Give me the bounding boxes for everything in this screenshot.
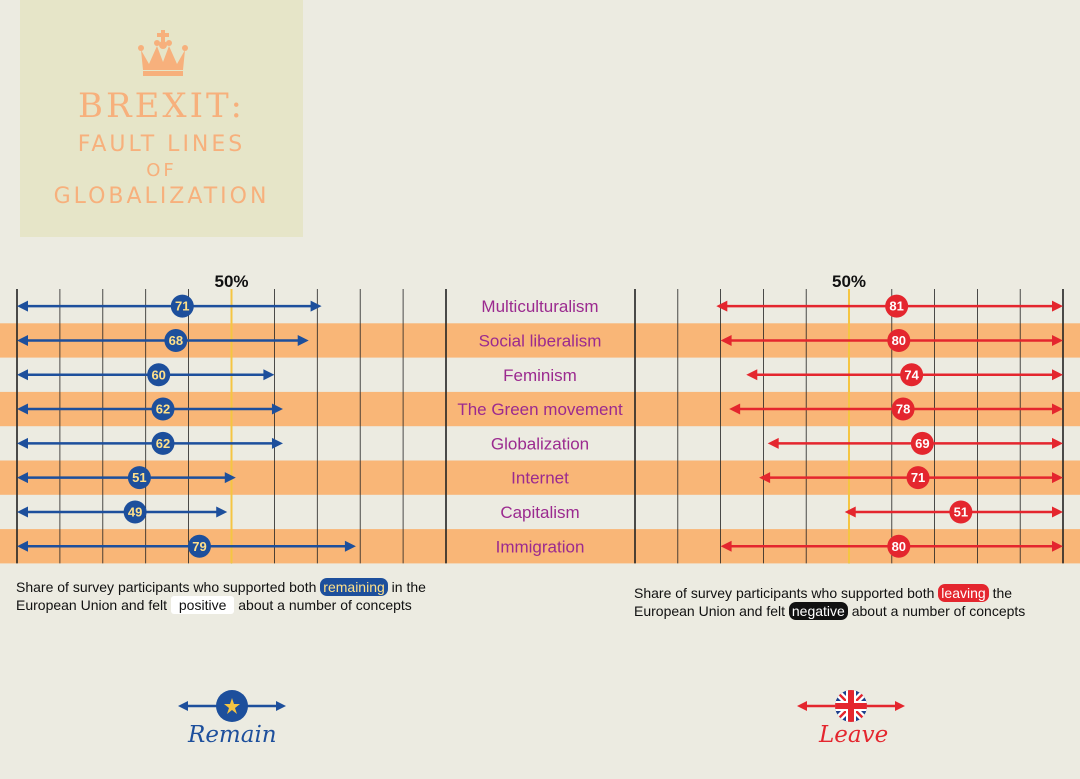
category-label: Immigration — [496, 537, 585, 556]
remain-value-label: 49 — [128, 504, 142, 519]
remain-value-label: 79 — [192, 539, 206, 554]
remain-arrow-end — [344, 540, 356, 552]
category-label: Capitalism — [500, 503, 579, 522]
remain-arrow-start — [17, 334, 28, 346]
caption-positive-tag: positive — [170, 596, 235, 614]
leave-value-badge — [900, 363, 924, 387]
title-line-4: GLOBALIZATION — [53, 184, 270, 209]
category-label: Internet — [511, 469, 569, 488]
category-label: Globalization — [491, 434, 589, 453]
leave-arrow-start — [759, 472, 771, 484]
leave-arrow-start — [767, 437, 779, 449]
caption-remain-tag: remaining — [320, 578, 388, 596]
remain-arrow-start — [17, 506, 28, 518]
leave-value-label: 71 — [911, 470, 925, 485]
union-jack-icon — [835, 690, 867, 722]
remain-arrow-end — [310, 300, 322, 312]
leave-value-label: 81 — [889, 299, 903, 314]
reference-label-leave: 50% — [832, 272, 866, 291]
remain-arrow-end — [271, 403, 283, 415]
leave-arrow-start — [746, 369, 758, 381]
remain-arrow-start — [17, 472, 28, 484]
leave-arrow-start — [720, 334, 732, 346]
caption-leave-tag: leaving — [938, 584, 989, 602]
leave-arrow-end — [1052, 506, 1063, 518]
caption-leave-mid: the European Union and felt — [634, 585, 1013, 619]
caption-remain: Share of survey participants who support… — [16, 578, 456, 614]
legend-remain-icon — [178, 690, 286, 722]
leave-value-badge — [891, 397, 915, 421]
leave-arrow-start — [729, 403, 741, 415]
title-box: BREXIT: FAULT LINES OF GLOBALIZATION — [20, 0, 303, 237]
leave-value-badge — [887, 328, 911, 352]
remain-value-badge — [151, 397, 175, 421]
remain-value-label: 68 — [169, 333, 183, 348]
leave-value-badge — [910, 431, 934, 455]
remain-value-badge — [164, 328, 188, 352]
remain-arrow-start — [17, 369, 28, 381]
remain-value-label: 51 — [132, 470, 146, 485]
category-label: Feminism — [503, 366, 577, 385]
remain-value-label: 71 — [175, 299, 189, 314]
remain-arrow-start — [17, 403, 28, 415]
remain-value-badge — [170, 294, 194, 318]
remain-value-badge — [127, 466, 151, 490]
leave-arrow-start — [720, 540, 732, 552]
legend-remain-label: Remain — [188, 722, 277, 748]
caption-remain-mid: in the European Union and felt — [16, 579, 426, 613]
leave-arrow-end — [1052, 472, 1063, 484]
caption-negative-tag: negative — [788, 602, 848, 620]
caption-remain-pre: Share of survey participants who support… — [16, 579, 317, 595]
caption-remain-post: about a number of concepts — [238, 597, 412, 613]
leave-value-label: 51 — [954, 504, 968, 519]
leave-value-badge — [949, 500, 973, 524]
leave-arrow-start — [716, 300, 728, 312]
leave-arrow-start — [844, 506, 856, 518]
caption-leave: Share of survey participants who support… — [634, 584, 1074, 620]
leave-value-label: 80 — [892, 539, 906, 554]
remain-value-badge — [151, 431, 175, 455]
remain-arrow-start — [17, 540, 28, 552]
legend-leave-label: Leave — [819, 722, 889, 748]
category-label: Multiculturalism — [481, 297, 598, 316]
leave-value-label: 78 — [896, 402, 910, 417]
chart: 50% 50% Multiculturalism 71 81 Social libera… — [0, 272, 1080, 564]
remain-value-label: 62 — [156, 402, 170, 417]
remain-arrow-end — [271, 437, 283, 449]
remain-arrow-start — [17, 437, 28, 449]
title-line-1: BREXIT: — [78, 86, 245, 126]
leave-value-label: 69 — [915, 436, 929, 451]
leave-value-label: 74 — [904, 367, 919, 382]
remain-value-badge — [123, 500, 147, 524]
leave-arrow-end — [1052, 437, 1063, 449]
remain-arrow-end — [216, 506, 228, 518]
category-label: The Green movement — [457, 400, 623, 419]
leave-value-badge — [906, 466, 930, 490]
leave-arrow-end — [1052, 369, 1063, 381]
remain-arrow-end — [263, 369, 275, 381]
leave-arrow-end — [1052, 403, 1063, 415]
leave-arrow-end — [1052, 300, 1063, 312]
crown-icon — [138, 30, 188, 76]
title-line-3: OF — [146, 160, 177, 181]
remain-arrow-end — [297, 334, 309, 346]
remain-value-label: 62 — [156, 436, 170, 451]
leave-arrow-end — [1052, 334, 1063, 346]
leave-value-badge — [885, 294, 909, 318]
legend-leave-icon — [797, 690, 905, 722]
category-label: Social liberalism — [479, 331, 602, 350]
remain-value-badge — [147, 363, 171, 387]
leave-value-badge — [887, 534, 911, 558]
eu-star-icon — [224, 698, 240, 714]
remain-arrow-start — [17, 300, 28, 312]
leave-value-label: 80 — [892, 333, 906, 348]
leave-arrow-end — [1052, 540, 1063, 552]
caption-leave-post: about a number of concepts — [851, 603, 1026, 619]
title-line-2: FAULT LINES — [77, 132, 246, 157]
remain-value-badge — [187, 534, 211, 558]
remain-value-label: 60 — [151, 367, 165, 382]
remain-arrow-end — [224, 472, 236, 484]
caption-leave-pre: Share of survey participants who support… — [634, 585, 935, 601]
reference-label-remain: 50% — [214, 272, 248, 291]
